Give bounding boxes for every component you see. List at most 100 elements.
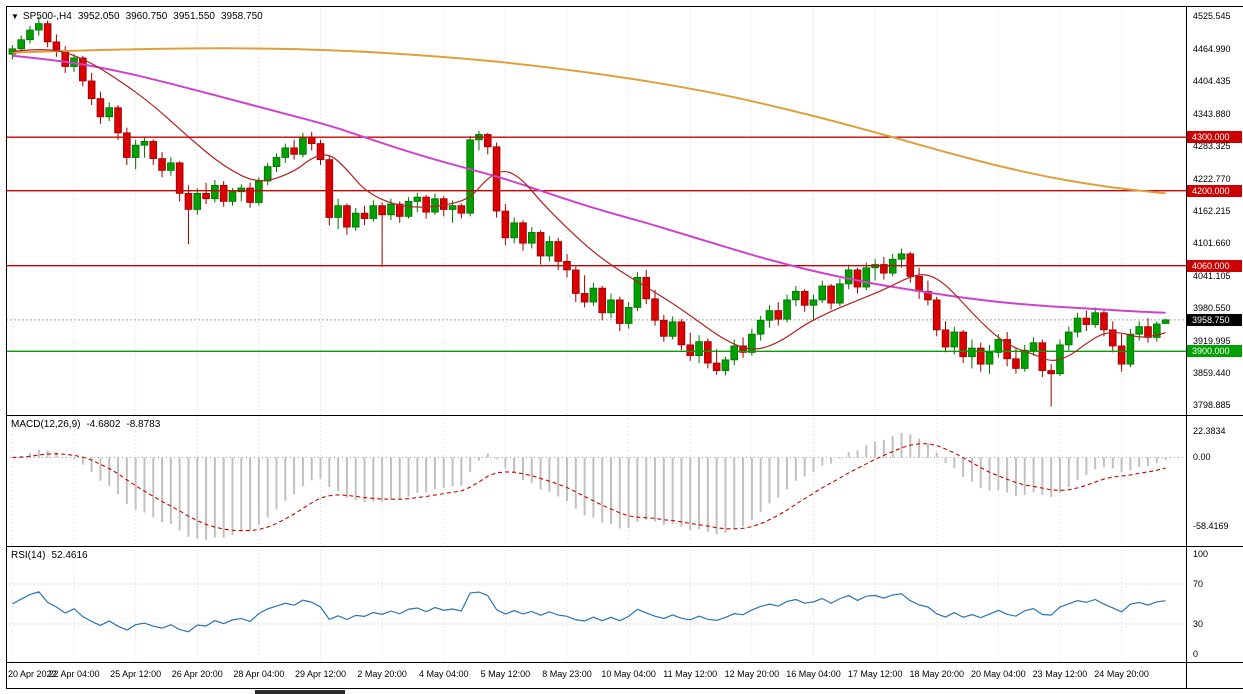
panel-separator[interactable] <box>6 415 1243 416</box>
candle-body <box>800 290 809 306</box>
candle-body <box>968 347 976 358</box>
candle-body <box>1144 326 1152 338</box>
candle-body <box>1020 349 1029 369</box>
candle-body <box>580 293 589 303</box>
price-chart-panel[interactable] <box>6 6 1186 415</box>
scrollbar-thumb[interactable] <box>255 690 345 694</box>
candle-body <box>228 191 237 202</box>
price-chart[interactable] <box>6 6 1186 415</box>
candle-body <box>616 299 624 324</box>
candle-body <box>756 319 765 335</box>
candle-body <box>527 232 536 244</box>
candle-body <box>554 241 562 262</box>
candle-body <box>448 205 457 210</box>
symbol-name: SP500-,H4 <box>22 11 72 22</box>
panel-separator <box>6 662 1243 663</box>
level-price-label: 4200.000 <box>1187 184 1242 197</box>
time-axis-label: 28 Apr 04:00 <box>233 669 285 679</box>
level-price-label: 4060.000 <box>1187 259 1242 272</box>
current-price-label: 3958.750 <box>1187 313 1242 326</box>
macd-name: MACD(12,26,9) <box>11 419 81 430</box>
time-scale[interactable]: 20 Apr 2022 22 Apr 04:00 25 Apr 12:00 26 Ap… <box>6 662 1186 688</box>
price-axis-label: 4464.990 <box>1193 43 1231 54</box>
rsi-axis-label: 100 <box>1193 549 1209 559</box>
macd-histogram <box>20 432 1167 540</box>
candle-body <box>660 319 668 337</box>
candle-body <box>114 107 122 134</box>
ma-medium-line[interactable] <box>12 54 1166 314</box>
panel-separator[interactable] <box>6 546 1243 547</box>
candle-body <box>1003 339 1011 360</box>
candle-body <box>844 269 853 285</box>
macd-axis-label: -58.4169 <box>1193 521 1229 532</box>
candle-body <box>325 159 334 218</box>
candle-body <box>1100 312 1108 331</box>
macd-signal-line <box>12 443 1166 532</box>
time-axis-label: 16 May 04:00 <box>786 669 841 679</box>
candle-body <box>149 141 158 159</box>
candle-body <box>211 184 219 200</box>
time-axis-label: 5 May 12:00 <box>480 669 531 679</box>
time-axis-label: 29 Apr 12:00 <box>294 669 347 679</box>
price-axis-label: 4162.215 <box>1193 205 1231 216</box>
time-axis-label: 2 May 20:00 <box>357 669 407 679</box>
candle-body <box>96 98 105 118</box>
time-axis-label: 8 May 23:00 <box>542 669 592 679</box>
candle-body <box>862 267 871 288</box>
time-axis-label: 11 May 12:00 <box>663 669 718 679</box>
level-price-label: 3900.000 <box>1187 345 1242 358</box>
candle-body <box>131 144 140 158</box>
price-axis-label: 3798.885 <box>1193 400 1231 411</box>
price-axis-label: 4404.435 <box>1193 76 1231 87</box>
candle-body <box>633 277 642 308</box>
candle-body <box>950 331 959 348</box>
candles-layer <box>8 16 1170 407</box>
rsi-chart[interactable] <box>6 546 1186 662</box>
time-axis-label: 23 May 12:00 <box>1032 669 1088 679</box>
candle-body <box>140 141 149 146</box>
horizontal-scrollbar[interactable] <box>6 689 1243 694</box>
candle-body <box>1161 319 1170 324</box>
rsi-indicator-panel[interactable] <box>6 546 1186 662</box>
candle-body <box>668 321 677 337</box>
candle-body <box>483 134 492 148</box>
macd-chart[interactable] <box>6 415 1186 546</box>
candle-body <box>351 212 360 228</box>
price-scale[interactable]: 4300.000 4200.000 4060.000 3900.000 4525.545… <box>1187 6 1243 688</box>
ma-fast-line[interactable] <box>12 49 1166 361</box>
frame-border-top <box>6 6 1243 7</box>
macd-main-value: -4.6802 <box>86 419 121 430</box>
candle-body <box>571 269 580 294</box>
candle-body <box>1135 326 1143 335</box>
candle-body <box>853 269 862 288</box>
candle-body <box>26 29 34 41</box>
candle-body <box>316 143 325 161</box>
candle-body <box>422 196 430 213</box>
time-axis-label: 17 May 12:00 <box>847 669 903 679</box>
symbol-dropdown-icon[interactable]: ▼ <box>11 12 19 21</box>
candle-body <box>1073 317 1082 333</box>
time-axis-label: 25 Apr 12:00 <box>110 669 162 679</box>
frame-border-left <box>6 6 7 688</box>
candle-body <box>712 362 721 371</box>
candle-body <box>765 310 774 321</box>
ma-slow-line[interactable] <box>12 47 1166 195</box>
candle-body <box>792 290 800 301</box>
candle-body <box>387 203 395 216</box>
candle-body <box>501 210 510 239</box>
price-axis-label: 4041.105 <box>1193 270 1231 281</box>
macd-indicator-panel[interactable] <box>6 415 1186 546</box>
price-axis-label: 4525.545 <box>1193 11 1231 22</box>
candle-body <box>158 158 166 171</box>
price-axis-label: 4101.660 <box>1193 238 1231 249</box>
candle-body <box>360 212 369 219</box>
candle-body <box>510 222 518 239</box>
candle-body <box>35 23 43 31</box>
price-axis-label: 3980.550 <box>1193 303 1231 314</box>
candle-body <box>809 299 818 306</box>
candle-body <box>255 180 263 203</box>
time-axis-label: 4 May 04:00 <box>418 669 469 679</box>
candle-body <box>774 310 783 320</box>
price-axis-label: 3919.995 <box>1193 335 1231 346</box>
